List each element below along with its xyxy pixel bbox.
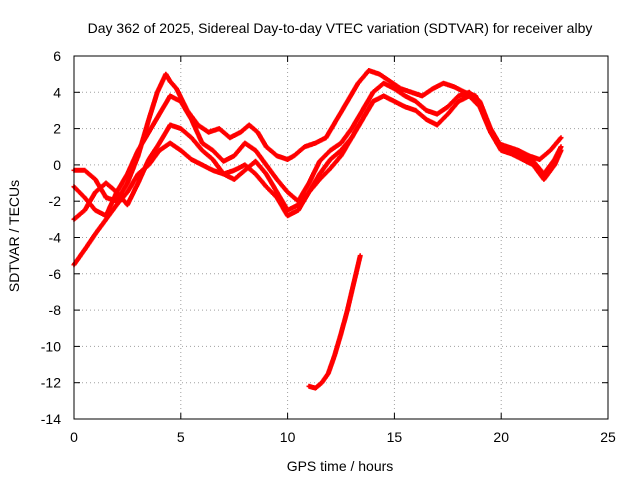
y-tick-label: 2 [53, 121, 61, 137]
y-tick-label: -6 [49, 266, 62, 282]
x-tick-label: 20 [493, 429, 509, 445]
series-markers-track-e [306, 253, 363, 391]
y-tick-label: -12 [41, 375, 61, 391]
y-tick-label: -8 [49, 302, 62, 318]
y-tick-label: -10 [41, 338, 61, 354]
y-axis-label: SDTVAR / TECUs [6, 180, 22, 292]
y-tick-label: -4 [49, 230, 62, 246]
x-tick-label: 25 [600, 429, 616, 445]
y-tick-label: 0 [53, 157, 61, 173]
axis-tick-labels: 0 5 10 15 20 25 -14 -12 -10 -8 -6 -4 -2 0 2 4 6 [41, 48, 616, 445]
x-tick-label: 5 [177, 429, 185, 445]
axis-ticks [73, 55, 609, 420]
chart-title: Day 362 of 2025, Sidereal Day-to-day VTE… [88, 20, 593, 36]
y-tick-label: 4 [53, 84, 61, 100]
grid [74, 56, 608, 419]
x-tick-label: 10 [280, 429, 296, 445]
x-axis-label: GPS time / hours [287, 458, 394, 474]
x-tick-label: 15 [387, 429, 403, 445]
series-track-e [306, 253, 363, 391]
y-tick-label: -2 [49, 193, 62, 209]
y-tick-label: -14 [41, 411, 61, 427]
x-tick-label: 0 [70, 429, 78, 445]
y-tick-label: 6 [53, 48, 61, 64]
